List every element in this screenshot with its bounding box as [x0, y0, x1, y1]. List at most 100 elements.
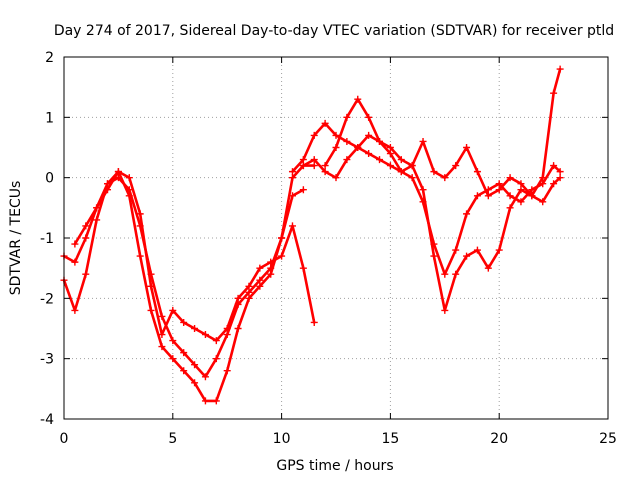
data-point	[147, 282, 155, 290]
data-point	[495, 180, 503, 188]
data-point	[484, 192, 492, 200]
data-point	[136, 210, 144, 218]
data-point	[550, 162, 558, 170]
data-point	[201, 397, 209, 405]
data-point	[343, 113, 351, 121]
data-point	[299, 186, 307, 194]
data-point	[354, 95, 362, 103]
data-point	[430, 168, 438, 176]
data-point	[517, 180, 525, 188]
data-point	[321, 119, 329, 127]
data-point	[288, 222, 296, 230]
data-point	[539, 174, 547, 182]
data-point	[180, 367, 188, 375]
series-line	[323, 67, 562, 198]
series-track-6	[321, 65, 564, 200]
y-tick-label: 1	[45, 110, 54, 126]
data-point	[506, 174, 514, 182]
data-point	[310, 156, 318, 164]
data-point	[212, 355, 220, 363]
data-point	[506, 204, 514, 212]
data-point	[256, 282, 264, 290]
data-point	[441, 270, 449, 278]
data-point	[223, 331, 231, 339]
x-tick-label: 0	[60, 431, 69, 447]
data-point	[267, 264, 275, 272]
data-layer	[60, 65, 564, 405]
data-point	[386, 162, 394, 170]
data-point	[169, 306, 177, 314]
data-point	[278, 252, 286, 260]
data-point	[550, 89, 558, 97]
data-point	[93, 204, 101, 212]
data-point	[278, 234, 286, 242]
data-point	[473, 246, 481, 254]
data-point	[365, 131, 373, 139]
data-point	[191, 325, 199, 332]
y-tick-label: -1	[40, 231, 54, 247]
data-point	[386, 150, 394, 158]
series-line	[302, 134, 562, 312]
data-point	[310, 131, 318, 139]
data-point	[495, 186, 503, 194]
data-point	[550, 180, 558, 188]
data-point	[212, 397, 220, 405]
data-point	[430, 252, 438, 260]
data-point	[365, 113, 373, 121]
data-point	[82, 222, 90, 230]
data-point	[321, 162, 329, 170]
data-point	[136, 252, 144, 260]
data-point	[288, 192, 296, 200]
data-point	[452, 162, 460, 170]
x-tick-label: 20	[490, 431, 508, 447]
data-point	[299, 162, 307, 170]
data-point	[245, 288, 253, 296]
data-point	[419, 186, 427, 194]
data-point	[310, 318, 318, 326]
data-point	[288, 174, 296, 182]
data-point	[463, 252, 471, 260]
grid	[64, 57, 608, 419]
data-point	[376, 156, 384, 164]
data-point	[365, 150, 373, 158]
data-point	[463, 144, 471, 151]
series-track-4	[288, 119, 564, 278]
data-point	[484, 264, 492, 272]
series-track-3	[71, 168, 318, 345]
data-point	[386, 144, 394, 151]
data-point	[191, 361, 199, 369]
data-point	[343, 137, 351, 145]
series-track-5	[299, 131, 564, 314]
data-point	[528, 192, 536, 200]
data-point	[376, 137, 384, 145]
data-point	[234, 325, 242, 332]
data-point	[397, 156, 405, 164]
data-point	[397, 168, 405, 176]
data-point	[556, 65, 564, 73]
data-point	[517, 186, 525, 194]
chart-title: Day 274 of 2017, Sidereal Day-to-day VTE…	[54, 23, 614, 39]
data-point	[332, 174, 340, 182]
data-point	[147, 306, 155, 314]
data-point	[212, 337, 220, 345]
data-point	[71, 306, 79, 314]
data-point	[299, 264, 307, 272]
y-tick-label: -2	[40, 291, 54, 307]
data-point	[169, 337, 177, 345]
data-point	[180, 349, 188, 357]
data-point	[158, 343, 166, 351]
x-tick-label: 5	[168, 431, 177, 447]
data-point	[343, 156, 351, 164]
data-point	[463, 210, 471, 218]
data-point	[267, 270, 275, 278]
data-point	[288, 168, 296, 176]
data-point	[452, 270, 460, 278]
y-tick-label: -4	[40, 412, 54, 428]
data-point	[104, 186, 112, 194]
data-point	[245, 294, 253, 302]
data-point	[201, 373, 209, 381]
data-point	[234, 294, 242, 302]
series-line	[291, 122, 562, 276]
data-point	[71, 258, 79, 266]
